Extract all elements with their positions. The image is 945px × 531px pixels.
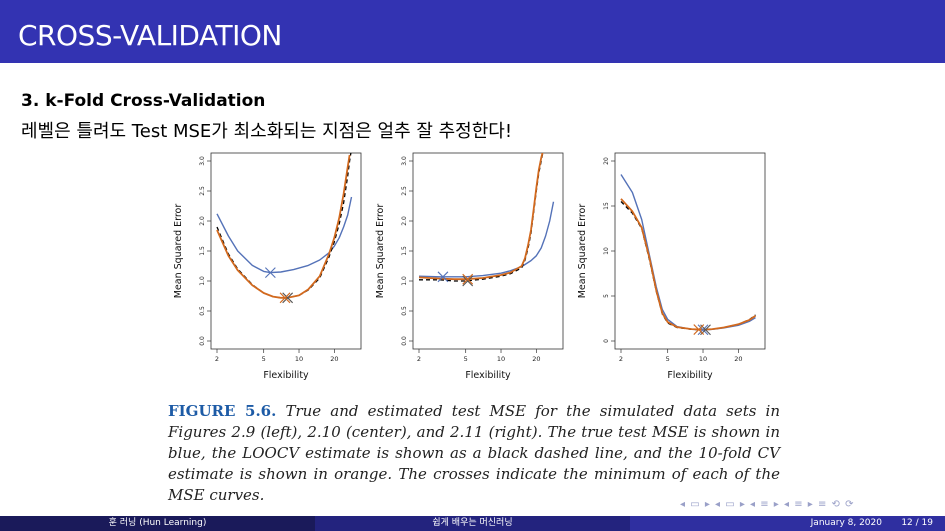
footer-date: January 8, 2020	[810, 518, 882, 528]
figure-caption-text: True and estimated test MSE for the simu…	[168, 402, 780, 504]
series-line-cv10	[418, 153, 544, 281]
title-bar: CROSS-VALIDATION	[0, 0, 945, 63]
y-tick-label: 1.5	[401, 246, 408, 256]
min-cross-true	[697, 324, 709, 336]
slide-subtitle: 레벨은 틀려도 Test MSE가 최소화되는 지점은 얼추 잘 추정한다!	[21, 121, 513, 142]
footer-author: 훈 러닝 (Hun Learning)	[0, 516, 315, 531]
y-tick-label: 2.5	[401, 186, 408, 196]
series-group	[418, 153, 555, 282]
y-tick-label: 5	[603, 294, 610, 298]
series-line-true	[216, 196, 353, 274]
plot-frame	[412, 152, 564, 350]
y-tick-label: 2.0	[401, 216, 408, 226]
plot-frame	[614, 152, 766, 350]
series-group	[620, 174, 757, 331]
y-tick-label: 0.0	[199, 336, 206, 346]
x-tick-label: 20	[532, 355, 540, 363]
y-tick-label: 0	[603, 339, 610, 343]
y-tick-label: 3.0	[199, 156, 206, 166]
figure-label: FIGURE 5.6.	[168, 402, 277, 420]
min-cross-loocv	[462, 275, 474, 287]
x-axis-label: Flexibility	[263, 370, 309, 381]
mse-panel-1: 0.0 0.5 1.0 1.5 2.0 2.5 3.0 2 5 10 20 Flexibility Me…	[173, 152, 362, 381]
y-tick-label: 2.0	[199, 216, 206, 226]
mse-panel-2: 0.0 0.5 1.0 1.5 2.0 2.5 3.0 2 5 10 20 Flexibility Me…	[375, 152, 564, 381]
x-tick-label: 10	[699, 355, 707, 363]
y-tick-label: 0.5	[199, 306, 206, 316]
x-tick-label: 5	[464, 355, 468, 363]
y-axis-label: Mean Squared Error	[577, 204, 588, 299]
footer-bar: 훈 러닝 (Hun Learning) 쉽게 배우는 머신러닝 January …	[0, 516, 945, 531]
x-tick-label: 5	[666, 355, 670, 363]
series-line-cv10	[216, 154, 351, 299]
min-cross-loocv	[282, 292, 294, 304]
y-tick-label: 0.5	[401, 306, 408, 316]
min-cross-true	[264, 267, 276, 278]
x-tick-label: 10	[295, 355, 303, 363]
x-tick-label: 2	[417, 355, 421, 363]
series-group	[216, 153, 353, 299]
min-cross-cv10	[693, 324, 705, 335]
y-tick-label: 3.0	[401, 156, 408, 166]
slide-title: CROSS-VALIDATION	[18, 19, 282, 52]
y-tick-label: 0.0	[401, 336, 408, 346]
min-cross-true	[437, 271, 449, 283]
footer-title: 쉽게 배우는 머신러닝	[315, 516, 630, 531]
mse-figure: 0.00.51.01.52.02.53.02 5 10 20FlexibilityMe…	[173, 152, 766, 381]
y-axis-label: Mean Squared Error	[375, 204, 386, 299]
plot-frame	[210, 152, 362, 350]
figure-caption: FIGURE 5.6. True and estimated test MSE …	[168, 401, 780, 506]
min-cross-cv10	[462, 273, 474, 285]
y-tick-label: 1.5	[199, 246, 206, 256]
series-line-cv10	[620, 198, 757, 331]
y-tick-label: 20	[603, 157, 610, 165]
series-line-loocv	[216, 153, 352, 299]
y-axis-label: Mean Squared Error	[173, 204, 184, 299]
x-tick-label: 20	[330, 355, 338, 363]
x-tick-label: 20	[734, 355, 742, 363]
series-line-true	[620, 174, 756, 331]
y-tick-label: 2.5	[199, 186, 206, 196]
y-tick-label: 1.0	[401, 276, 408, 286]
y-tick-label: 15	[603, 202, 610, 210]
x-axis-label: Flexibility	[465, 370, 511, 381]
series-line-loocv	[419, 153, 544, 282]
x-tick-label: 5	[262, 355, 266, 363]
footer-page-number: 12 / 19	[901, 518, 933, 528]
y-tick-label: 1.0	[199, 276, 206, 286]
y-tick-label: 10	[603, 247, 610, 255]
x-tick-label: 10	[497, 355, 505, 363]
beamer-navigation-symbols[interactable]: ◂ ▭ ▸ ◂ ▭ ▸ ◂ ≡ ▸ ◂ ≡ ▸ ≡ ⟲ ⟳	[680, 499, 855, 510]
x-tick-label: 2	[215, 355, 219, 363]
x-tick-label: 2	[619, 355, 623, 363]
x-axis-label: Flexibility	[667, 370, 713, 381]
series-line-loocv	[620, 201, 756, 331]
footer-right: January 8, 2020 12 / 19	[630, 516, 945, 531]
section-heading: 3. k-Fold Cross-Validation	[21, 91, 266, 111]
min-cross-cv10	[279, 292, 291, 304]
